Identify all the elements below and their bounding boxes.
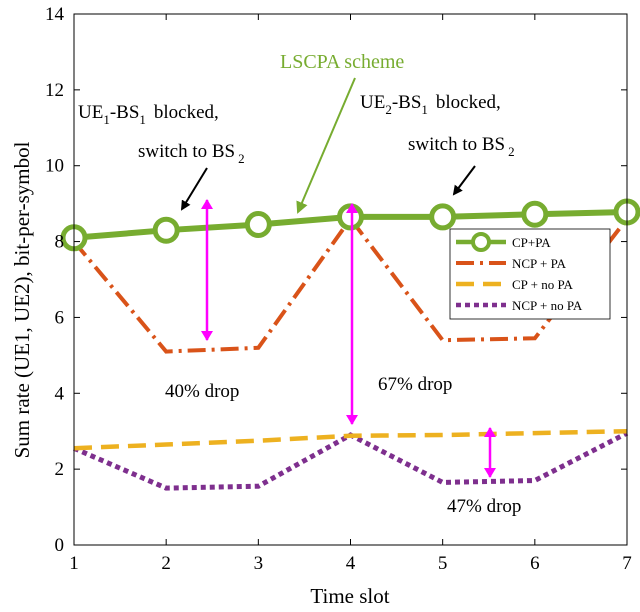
ann2-ue: UE <box>360 92 385 113</box>
ann1-bs-sub: 1 <box>139 112 146 127</box>
x-tick-label: 7 <box>622 553 632 574</box>
y-tick-label: 14 <box>45 4 65 25</box>
x-tick-label: 2 <box>161 553 171 574</box>
x-tick-label: 6 <box>530 553 540 574</box>
series-point-0 <box>244 211 272 239</box>
ann2-blocked: blocked, <box>436 92 501 113</box>
series-line-1 <box>72 215 629 354</box>
ann2-switch: switch to BS <box>408 134 505 155</box>
annotation-ue2-blocked: UE2-BS1 blocked, <box>360 92 501 117</box>
ann2-ue-sub: 2 <box>385 102 392 117</box>
series-point-0 <box>152 216 180 244</box>
annotation-ue1-switch: switch to BS 2 <box>138 141 245 166</box>
lscpa-green-arrow <box>296 77 356 214</box>
legend: CP+PA NCP + PA CP + no PA NCP + no PA <box>449 228 611 320</box>
y-axis-label: Sum rate (UE1, UE2), bit-per-symbol <box>10 141 34 458</box>
legend-label-1: NCP + PA <box>512 256 567 271</box>
series-line-3 <box>73 430 629 491</box>
x-tick-label: 5 <box>438 553 448 574</box>
y-tick-label: 4 <box>55 383 65 404</box>
series-point-0 <box>521 200 549 228</box>
annotation-ue2-switch: switch to BS 2 <box>408 134 515 159</box>
legend-label-3: NCP + no PA <box>512 298 583 313</box>
legend-items: CP+PA NCP + PA CP + no PA NCP + no PA <box>456 232 583 313</box>
ann1-switch: switch to BS <box>138 141 235 162</box>
ue2-black-arrow <box>452 165 476 196</box>
ue1-black-arrow <box>180 167 208 211</box>
x-tick-label: 1 <box>69 553 79 574</box>
drop-label-40: 40% drop <box>165 381 239 402</box>
ann1-ue: UE <box>78 102 103 123</box>
series-point-0 <box>337 203 364 231</box>
ann1-blocked: blocked, <box>154 102 219 123</box>
ann1-bs: -BS <box>110 102 140 123</box>
legend-label-0: CP+PA <box>512 235 551 250</box>
y-tick-label: 0 <box>55 535 65 556</box>
ann2-switch-sub: 2 <box>508 144 515 159</box>
y-tick-label: 2 <box>55 459 65 480</box>
drop-label-47: 47% drop <box>447 496 521 517</box>
legend-label-2: CP + no PA <box>512 277 574 292</box>
series-point-0 <box>429 203 457 231</box>
legend-marker-0 <box>471 232 491 252</box>
lscpa-scheme-label: LSCPA scheme <box>280 51 404 73</box>
series-line-2 <box>73 428 628 451</box>
drop-label-67: 67% drop <box>378 374 452 395</box>
y-tick-label: 8 <box>55 232 65 253</box>
ann2-bs-sub: 1 <box>421 102 428 117</box>
annotation-ue1-blocked: UE1-BS1 blocked, <box>78 102 219 127</box>
ann1-ue-sub: 1 <box>103 112 110 127</box>
x-tick-label: 3 <box>254 553 264 574</box>
ann2-bs: -BS <box>392 92 422 113</box>
y-tick-label: 12 <box>45 80 64 101</box>
y-tick-label: 10 <box>45 156 64 177</box>
x-tick-label: 4 <box>346 553 356 574</box>
ann1-switch-sub: 2 <box>238 151 245 166</box>
x-axis-label: Time slot <box>310 584 389 608</box>
y-tick-label: 6 <box>55 307 65 328</box>
